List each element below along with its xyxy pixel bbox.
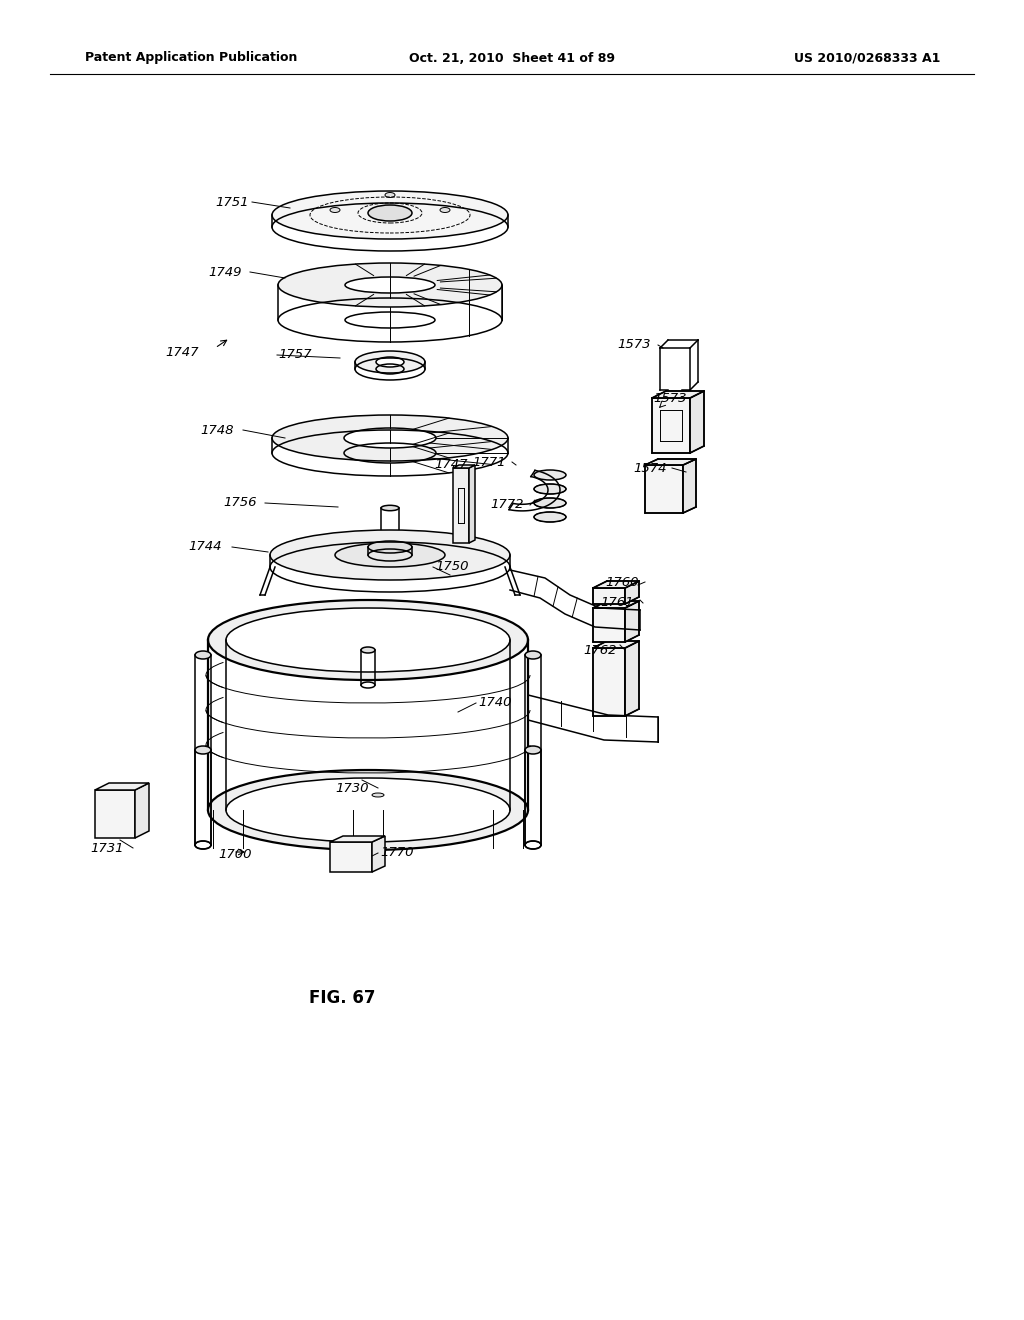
Polygon shape	[625, 601, 639, 642]
Polygon shape	[593, 648, 625, 715]
Text: 1573: 1573	[653, 392, 686, 404]
Ellipse shape	[195, 746, 211, 754]
Polygon shape	[645, 459, 696, 465]
Polygon shape	[372, 836, 385, 873]
Ellipse shape	[534, 512, 566, 521]
Ellipse shape	[272, 414, 508, 461]
Text: 1747: 1747	[165, 346, 199, 359]
Polygon shape	[625, 642, 639, 715]
Polygon shape	[625, 581, 639, 605]
Text: 1730: 1730	[335, 781, 369, 795]
Ellipse shape	[534, 470, 566, 480]
Ellipse shape	[525, 651, 541, 659]
Text: 1751: 1751	[215, 195, 249, 209]
Ellipse shape	[368, 205, 412, 220]
Text: 1770: 1770	[380, 846, 414, 859]
Ellipse shape	[208, 601, 528, 680]
Text: 1762: 1762	[583, 644, 616, 656]
Ellipse shape	[440, 207, 450, 213]
Polygon shape	[593, 609, 625, 642]
Text: 1744: 1744	[188, 540, 221, 553]
Polygon shape	[135, 783, 150, 838]
Ellipse shape	[330, 207, 340, 213]
Polygon shape	[690, 391, 705, 453]
Polygon shape	[593, 601, 639, 609]
Polygon shape	[330, 842, 372, 873]
Polygon shape	[593, 587, 625, 605]
Polygon shape	[469, 465, 475, 543]
Polygon shape	[95, 783, 150, 789]
Ellipse shape	[272, 191, 508, 239]
Ellipse shape	[195, 651, 211, 659]
Polygon shape	[95, 789, 135, 838]
Ellipse shape	[208, 770, 528, 850]
Text: 1748: 1748	[200, 424, 233, 437]
Ellipse shape	[278, 263, 502, 308]
Polygon shape	[593, 642, 639, 648]
Ellipse shape	[372, 793, 384, 797]
Ellipse shape	[361, 647, 375, 653]
Text: 1731: 1731	[90, 842, 124, 854]
Polygon shape	[652, 391, 705, 399]
Ellipse shape	[385, 193, 395, 198]
Ellipse shape	[534, 498, 566, 508]
Text: 1771: 1771	[472, 455, 506, 469]
Text: 1750: 1750	[435, 561, 469, 573]
Polygon shape	[652, 399, 690, 453]
Polygon shape	[683, 459, 696, 513]
Text: 1573: 1573	[617, 338, 650, 351]
Ellipse shape	[355, 351, 425, 374]
Text: 1574: 1574	[633, 462, 667, 474]
Text: 1740: 1740	[478, 697, 512, 710]
Text: Oct. 21, 2010  Sheet 41 of 89: Oct. 21, 2010 Sheet 41 of 89	[409, 51, 615, 65]
Text: 1756: 1756	[223, 496, 256, 510]
Polygon shape	[593, 581, 639, 587]
Text: Patent Application Publication: Patent Application Publication	[85, 51, 297, 65]
Ellipse shape	[226, 777, 510, 842]
Bar	[101, 799, 129, 830]
Text: 1772: 1772	[490, 499, 523, 511]
Text: FIG. 67: FIG. 67	[309, 989, 375, 1007]
Polygon shape	[645, 465, 683, 513]
Text: 1749: 1749	[208, 265, 242, 279]
Ellipse shape	[368, 541, 412, 553]
Text: 1700: 1700	[218, 849, 252, 862]
Ellipse shape	[344, 428, 436, 447]
Ellipse shape	[525, 746, 541, 754]
Polygon shape	[330, 836, 385, 842]
Polygon shape	[453, 469, 469, 543]
Text: 1747: 1747	[434, 458, 468, 471]
Text: 1757: 1757	[278, 348, 311, 362]
Ellipse shape	[270, 531, 510, 579]
Ellipse shape	[345, 277, 435, 293]
Ellipse shape	[534, 484, 566, 494]
Text: US 2010/0268333 A1: US 2010/0268333 A1	[794, 51, 940, 65]
Ellipse shape	[376, 356, 404, 367]
Polygon shape	[453, 465, 475, 469]
Ellipse shape	[226, 609, 510, 672]
Ellipse shape	[381, 506, 399, 511]
Ellipse shape	[335, 543, 445, 568]
Text: 1761: 1761	[600, 597, 634, 610]
Text: 1760: 1760	[605, 576, 639, 589]
